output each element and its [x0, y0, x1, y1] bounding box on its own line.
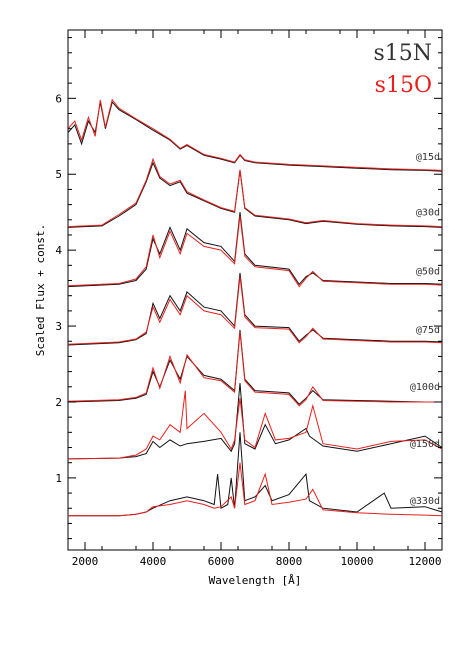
- series-line-0: [67, 101, 443, 172]
- series-line-5: [67, 215, 443, 288]
- x-tick-label: 4000: [140, 555, 167, 568]
- series-line-13: [68, 462, 443, 517]
- x-tick-label: 6000: [208, 555, 235, 568]
- y-tick-label: 5: [55, 168, 62, 181]
- epoch-label: @330d: [410, 496, 440, 507]
- x-tick-label: 12000: [408, 555, 441, 568]
- y-tick-label: 4: [55, 244, 62, 257]
- y-axis-label: Scaled Flux + const.: [34, 224, 47, 356]
- x-axis: 2000 4000 6000 8000 10000 12000: [72, 30, 442, 568]
- plot-frame: [67, 29, 443, 551]
- series-line-1: [67, 98, 443, 171]
- epoch-label: @75d: [416, 325, 440, 336]
- y-axis: 1 2 3 4 5 6: [55, 37, 442, 540]
- x-axis-label: Wavelength [Å]: [209, 574, 302, 587]
- series-line-4: [67, 212, 443, 288]
- x-tick-label: 10000: [340, 555, 373, 568]
- legend-s15O: s15O: [375, 73, 432, 98]
- y-tick-label: 2: [55, 396, 62, 409]
- y-tick-label: 3: [55, 320, 62, 333]
- epoch-label: @150d: [410, 439, 440, 450]
- x-tick-label: 2000: [72, 555, 99, 568]
- legend-s15N: s15N: [373, 41, 432, 66]
- epoch-label: @15d: [416, 152, 440, 163]
- series-line-3: [67, 157, 443, 228]
- series-line-11: [67, 390, 443, 460]
- epoch-label: @50d: [416, 267, 440, 278]
- series-layer: [67, 98, 443, 517]
- series-line-7: [67, 276, 443, 345]
- series-line-12: [68, 432, 443, 517]
- series-line-9: [67, 332, 442, 407]
- y-tick-label: 1: [55, 472, 62, 485]
- epoch-label: @100d: [410, 382, 440, 393]
- x-tick-label: 8000: [276, 555, 303, 568]
- epoch-labels: @15d @30d @50d @75d @100d @150d @330d: [410, 152, 440, 507]
- y-tick-label: 6: [55, 92, 62, 105]
- series-line-10: [67, 382, 443, 460]
- epoch-label: @30d: [416, 207, 440, 218]
- series-line-2: [67, 161, 443, 228]
